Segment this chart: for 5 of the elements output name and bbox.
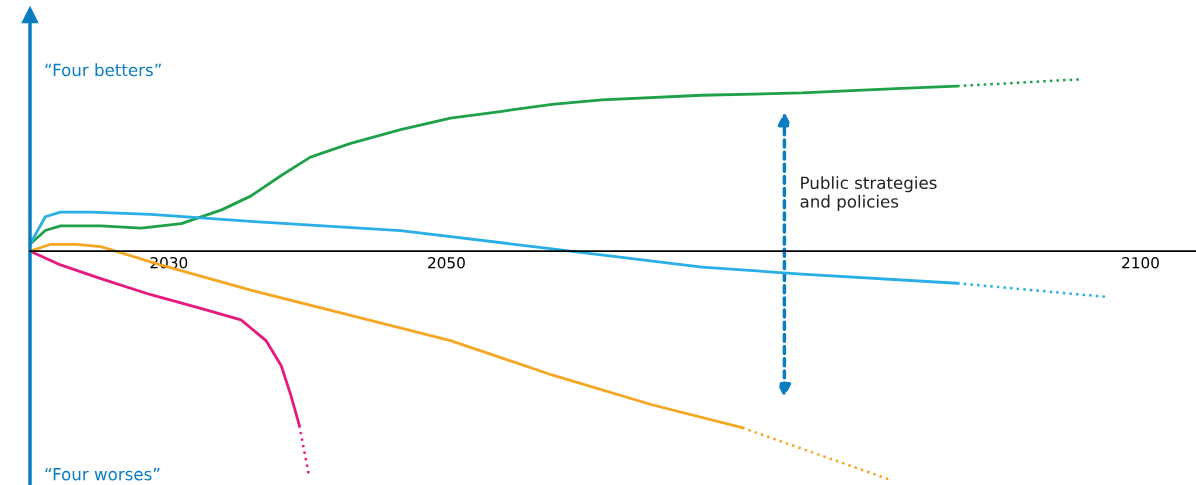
x-tick-label: 2100	[1122, 256, 1159, 269]
annotation: “Four worses”	[45, 468, 160, 481]
text: “Four betters”	[45, 63, 161, 77]
x-tick-label: 2050	[428, 256, 465, 269]
annotation: Public strategies and policies	[800, 176, 937, 211]
